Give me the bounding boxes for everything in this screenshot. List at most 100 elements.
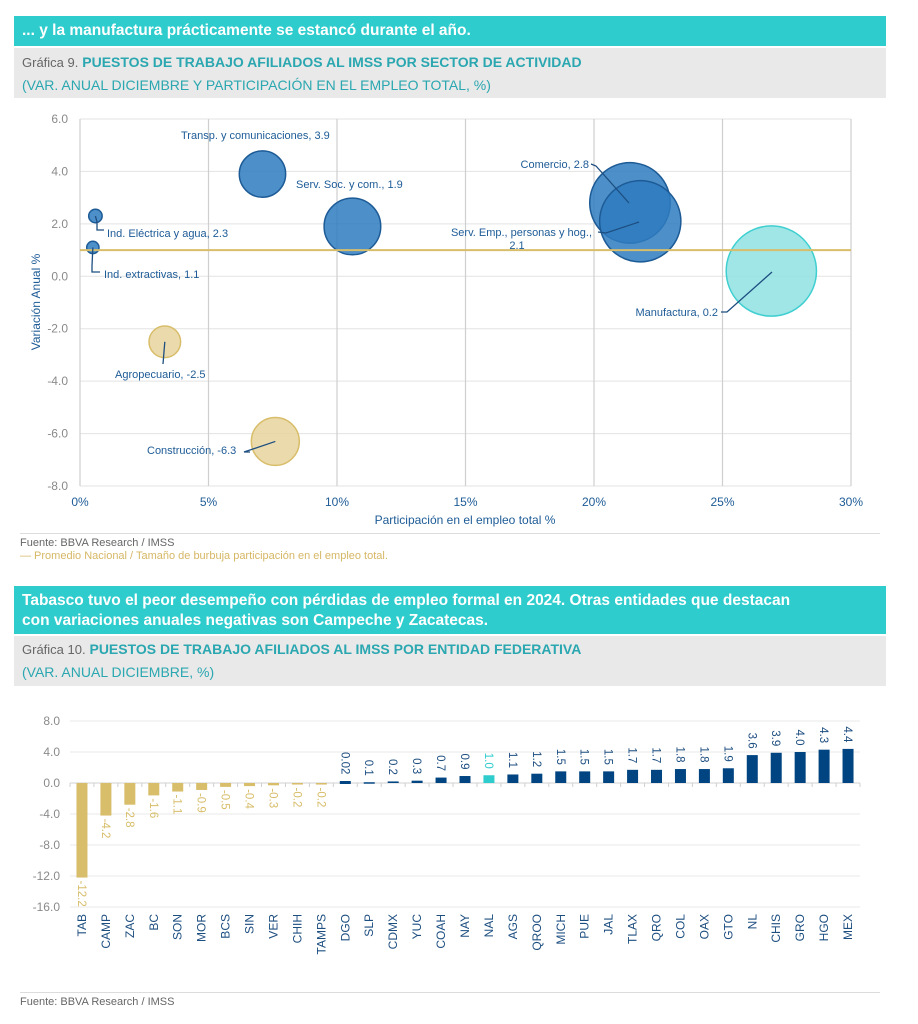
x-tick-label: 30% bbox=[839, 495, 863, 509]
chart10-subtitle: (VAR. ANUAL DICIEMBRE, %) bbox=[22, 664, 215, 680]
bar-value-label: 0.7 bbox=[434, 755, 446, 771]
bubble bbox=[598, 179, 682, 263]
y-tick-label: 8.0 bbox=[43, 714, 60, 728]
leader-line bbox=[597, 221, 640, 234]
bar-value-label: -2.8 bbox=[123, 808, 135, 828]
bubble-marks bbox=[80, 150, 851, 467]
y-tick-label: -4.0 bbox=[47, 374, 68, 388]
y-tick-label: 6.0 bbox=[51, 112, 68, 126]
bubble-grid: 6.0 4.0 2.0 0.0 -2.0 -4.0 -6.0 -8.00% 5% 10% 15% 20… bbox=[47, 112, 863, 509]
bar-value-label: 4.4 bbox=[841, 726, 853, 743]
bar-category-label: SLP bbox=[362, 914, 376, 937]
bar bbox=[459, 776, 471, 783]
bar bbox=[387, 781, 399, 783]
bubble-x-axis-title: Participación en el empleo total % bbox=[375, 513, 556, 527]
y-tick-label: -8.0 bbox=[47, 479, 68, 493]
bar-value-label: 0.1 bbox=[362, 760, 374, 776]
bar-category-label: AGS bbox=[506, 914, 520, 939]
leader-line bbox=[721, 271, 773, 313]
bar-category-label: MICH bbox=[554, 914, 568, 945]
bar bbox=[220, 783, 232, 787]
bubble-label: Serv. Emp., personas y hog., bbox=[451, 227, 592, 239]
bar-value-label: 1.2 bbox=[530, 751, 542, 767]
bar-category-label: BCS bbox=[219, 914, 233, 939]
bar-category-label: HGO bbox=[817, 914, 831, 941]
bar-category-label: TAB bbox=[75, 914, 89, 936]
bar bbox=[100, 783, 112, 816]
bar-category-label: SON bbox=[171, 914, 185, 940]
bar-value-label: 1.1 bbox=[506, 752, 518, 768]
bar-category-label: OAX bbox=[697, 914, 711, 939]
bar-value-label: 1.5 bbox=[578, 749, 590, 765]
bubble-label: Agropecuario, -2.5 bbox=[115, 369, 206, 381]
bar bbox=[627, 769, 639, 783]
bar bbox=[579, 771, 591, 783]
bubble-label: Construcción, -6.3 bbox=[147, 445, 236, 457]
bar bbox=[291, 783, 303, 785]
bar-value-label: -1.1 bbox=[171, 795, 183, 815]
section1-banner: ... y la manufactura prácticamente se es… bbox=[14, 16, 886, 46]
bar-marks bbox=[76, 748, 854, 878]
bubble-y-axis-title: Variación Anual % bbox=[29, 253, 43, 350]
bar-category-label: QRO bbox=[650, 914, 664, 941]
bar-value-label: -1.6 bbox=[147, 798, 159, 818]
bubble bbox=[250, 416, 301, 467]
bar-value-label: 1.5 bbox=[602, 749, 614, 765]
bar-value-label: -4.2 bbox=[99, 819, 111, 839]
bar bbox=[603, 771, 615, 783]
bar-category-label: PUE bbox=[578, 914, 592, 939]
y-tick-label: -6.0 bbox=[47, 427, 68, 441]
bar bbox=[411, 780, 423, 783]
bar-value-label: -0.3 bbox=[266, 788, 278, 808]
bar-value-label: 3.9 bbox=[769, 730, 781, 746]
bar-category-label: COAH bbox=[434, 914, 448, 949]
bar bbox=[267, 783, 279, 786]
bar-value-label: -0.5 bbox=[219, 790, 231, 810]
x-tick-label: 25% bbox=[710, 495, 734, 509]
y-tick-label: 2.0 bbox=[51, 217, 68, 231]
bar-category-label: CHIH bbox=[290, 914, 304, 943]
bar bbox=[483, 775, 495, 783]
bar-category-label: NAL bbox=[482, 914, 496, 938]
bar bbox=[794, 752, 806, 783]
bar-category-label: GRO bbox=[793, 914, 807, 941]
bar-value-label: 0.9 bbox=[458, 754, 470, 770]
bubble-labels: Ind. extractivas, 1.1 Ind. Eléctrica y ag… bbox=[91, 130, 773, 457]
bubble-label: Ind. Eléctrica y agua, 2.3 bbox=[107, 228, 228, 240]
bubble-label: Ind. extractivas, 1.1 bbox=[104, 269, 199, 281]
bar-value-label: 1.0 bbox=[482, 753, 494, 769]
leader-line bbox=[162, 341, 166, 365]
chart9-note: — Promedio Nacional / Tamaño de burbuja … bbox=[20, 550, 388, 562]
y-tick-label: 0.0 bbox=[43, 776, 60, 790]
chart9-header: Gráfica 9. PUESTOS DE TRABAJO AFILIADOS … bbox=[14, 48, 886, 98]
bar bbox=[435, 777, 447, 783]
bar bbox=[770, 752, 782, 783]
x-tick-label: 15% bbox=[453, 495, 477, 509]
y-tick-label: 0.0 bbox=[51, 269, 68, 283]
leader-line bbox=[590, 163, 630, 204]
section1-banner-text: ... y la manufactura prácticamente se es… bbox=[22, 22, 471, 39]
leader-line bbox=[94, 215, 104, 231]
bar-value-label: 1.5 bbox=[554, 749, 566, 765]
chart9-title: PUESTOS DE TRABAJO AFILIADOS AL IMSS POR… bbox=[82, 54, 582, 70]
bar-category-label: CHIS bbox=[769, 914, 783, 943]
bar bbox=[507, 774, 519, 783]
bar bbox=[124, 783, 136, 805]
chart10-title: PUESTOS DE TRABAJO AFILIADOS AL IMSS POR… bbox=[89, 641, 582, 657]
bar-value-label: 4.0 bbox=[793, 730, 805, 746]
bar-category-label: TAMPS bbox=[314, 914, 328, 954]
chart10-label: Gráfica 10. bbox=[22, 642, 86, 657]
bar-value-label: 1.7 bbox=[650, 747, 662, 763]
bar bbox=[339, 781, 351, 784]
bar-category-label: TLAX bbox=[626, 914, 640, 944]
bubble bbox=[725, 225, 818, 317]
bar-value-label: -0.2 bbox=[290, 788, 302, 808]
chart9-source: Fuente: BBVA Research / IMSS bbox=[20, 537, 175, 549]
y-tick-label: -16.0 bbox=[33, 900, 61, 914]
bar-category-label: NAY bbox=[458, 914, 472, 938]
bar bbox=[363, 782, 375, 784]
bar-category-label: BC bbox=[147, 914, 161, 931]
bar-category-label: QROO bbox=[530, 914, 544, 951]
bar bbox=[698, 769, 710, 783]
bar-value-label: -0.2 bbox=[314, 788, 326, 808]
